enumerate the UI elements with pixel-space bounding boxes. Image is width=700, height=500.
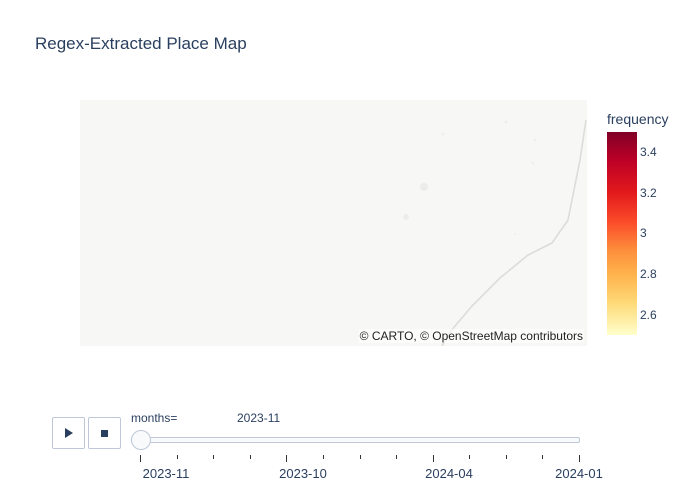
slider-tick[interactable]: [250, 455, 251, 459]
slider-tick[interactable]: [360, 455, 361, 459]
map-basemap: [403, 119, 587, 346]
slider-tick[interactable]: [579, 455, 580, 462]
slider-tick[interactable]: [396, 455, 397, 459]
slider-tick[interactable]: [323, 455, 324, 459]
colorbar-tick-label: 3: [640, 226, 647, 240]
play-button[interactable]: [52, 417, 85, 449]
colorbar: [607, 132, 637, 335]
slider-step-label[interactable]: 2023-11: [142, 466, 190, 481]
map-area[interactable]: © CARTO, © OpenStreetMap contributors: [80, 100, 587, 346]
slider-tick[interactable]: [140, 455, 141, 462]
slider-step-label[interactable]: 2023-10: [279, 466, 327, 481]
slider-current-value: 2023-11: [237, 411, 281, 425]
slider-rail[interactable]: [131, 437, 580, 443]
colorbar-tick-label: 2.8: [640, 267, 657, 281]
slider-tick[interactable]: [506, 455, 507, 459]
slider-handle[interactable]: [131, 430, 151, 450]
slider-tick[interactable]: [177, 455, 178, 459]
slider-tick[interactable]: [469, 455, 470, 459]
slider-step-label[interactable]: 2024-04: [425, 466, 473, 481]
colorbar-tick-label: 2.6: [640, 308, 657, 322]
colorbar-title: frequency: [607, 111, 669, 127]
slider-tick[interactable]: [213, 455, 214, 459]
colorbar-tick-label: 3.2: [640, 186, 657, 200]
slider-tick[interactable]: [433, 455, 434, 462]
chart-title: Regex-Extracted Place Map: [35, 34, 247, 53]
slider-tick[interactable]: [542, 455, 543, 459]
map-attribution[interactable]: © CARTO, © OpenStreetMap contributors: [358, 329, 584, 343]
stop-button[interactable]: [88, 417, 121, 449]
slider-tick[interactable]: [286, 455, 287, 462]
stop-icon: [101, 429, 108, 437]
play-icon: [64, 428, 73, 438]
colorbar-tick-label: 3.4: [640, 145, 657, 159]
slider-step-label[interactable]: 2024-01: [555, 466, 603, 481]
slider-label: months=: [131, 411, 178, 425]
